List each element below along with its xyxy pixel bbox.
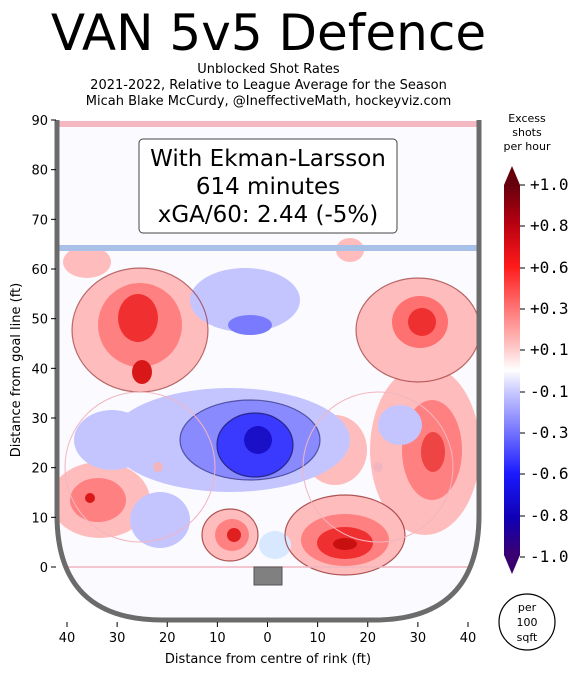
x-tick-label: 40	[59, 631, 76, 646]
x-tick-label: 20	[359, 631, 376, 646]
subtitle-line-3: Micah Blake McCurdy, @IneffectiveMath, h…	[85, 94, 452, 109]
colorbar-min-arrow	[504, 555, 520, 574]
unit-badge	[498, 593, 556, 651]
faceoff-dot-left	[153, 462, 163, 472]
y-tick-label: 90	[31, 114, 48, 129]
y-axis-label: Distance from goal line (ft)	[9, 283, 24, 457]
faceoff-circle-left	[64, 391, 216, 543]
x-tick-label: 10	[209, 631, 226, 646]
subtitle-line-1: Unblocked Shot Rates	[197, 62, 340, 77]
x-tick-label: 20	[159, 631, 176, 646]
colorbar-tick-label: +0.6	[530, 258, 569, 277]
colorbar-max-arrow	[504, 166, 520, 185]
y-tick-label: 0	[40, 561, 48, 576]
subtitle-line-2: 2021-2022, Relative to League Average fo…	[90, 78, 447, 93]
y-tick-label: 80	[31, 164, 48, 179]
y-tick-label: 10	[31, 511, 48, 526]
colorbar-title-line-3: per hour	[504, 140, 551, 153]
colorbar-title-line-1: Excess	[508, 112, 546, 125]
y-axis: 90 80 70 60 50 40 30 20 10 0	[31, 114, 56, 576]
goal-net	[253, 566, 283, 586]
y-tick-label: 70	[31, 213, 48, 228]
colorbar-tick-label: -0.8	[530, 506, 569, 525]
contour-outlines	[71, 267, 479, 576]
annotation-line-1: With Ekman-Larsson	[150, 146, 386, 172]
colorbar-tick-label: -0.1	[530, 382, 569, 401]
x-axis: 40 30 20 10 0 10 20 30 40	[59, 622, 477, 646]
x-tick-label: 30	[410, 631, 427, 646]
annotation-line-2: 614 minutes	[196, 174, 340, 200]
y-tick-label: 30	[31, 412, 48, 427]
x-tick-label: 10	[309, 631, 326, 646]
y-tick-label: 40	[31, 362, 48, 377]
faceoff-circle-right	[302, 391, 454, 543]
x-tick-label: 0	[263, 631, 271, 646]
x-tick-label: 30	[109, 631, 126, 646]
shot-rate-contours	[57, 238, 479, 575]
unit-line-2: 100	[517, 616, 538, 629]
colorbar-title-line-2: shots	[512, 126, 542, 139]
colorbar-tick-label: -0.3	[530, 423, 569, 442]
colorbar-tick-label: +0.1	[530, 340, 569, 359]
faceoff-dot-right	[373, 462, 383, 472]
rink-heatmap	[57, 120, 479, 620]
y-tick-label: 60	[31, 263, 48, 278]
unit-line-3: sqft	[517, 631, 538, 644]
annotation-line-3: xGA/60: 2.44 (-5%)	[158, 202, 379, 228]
unit-line-1: per	[518, 601, 537, 614]
colorbar-tick-label: +0.8	[530, 216, 569, 235]
x-tick-label: 40	[460, 631, 477, 646]
colorbar	[504, 185, 520, 555]
colorbar-tick-label: -0.6	[530, 464, 569, 483]
colorbar-tick-label: -1.0	[530, 547, 569, 566]
y-tick-label: 50	[31, 313, 48, 328]
chart-title: VAN 5v5 Defence	[50, 4, 487, 62]
x-axis-label: Distance from centre of rink (ft)	[165, 652, 371, 667]
rink-boards	[54, 120, 482, 623]
annotation-box	[138, 138, 398, 234]
colorbar-tick-label: +0.3	[530, 299, 569, 318]
colorbar-ticks: +1.0 +0.8 +0.6 +0.3 +0.1 -0.1 -0.3 -0.6 -0.8 -1.0	[520, 175, 569, 566]
y-tick-label: 20	[31, 462, 48, 477]
colorbar-tick-label: +1.0	[530, 175, 569, 194]
